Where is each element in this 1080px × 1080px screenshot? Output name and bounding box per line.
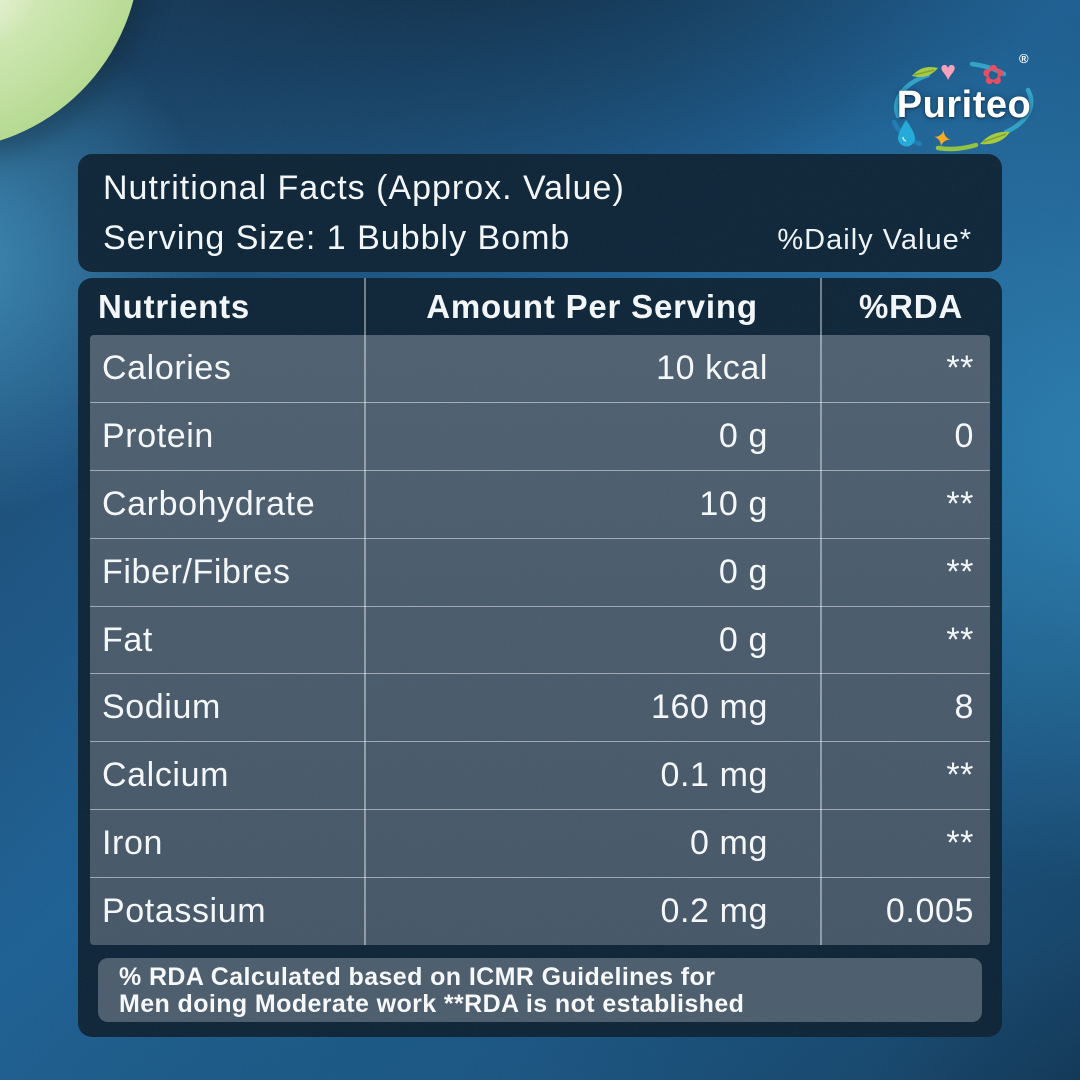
daily-value-label: %Daily Value* xyxy=(777,224,972,256)
column-divider xyxy=(820,278,822,945)
rda-cell: 8 xyxy=(954,688,974,727)
footnote-panel: % RDA Calculated based on ICMR Guideline… xyxy=(98,958,982,1022)
registered-trademark: ® xyxy=(1019,51,1029,66)
footnote-line-2: Men doing Moderate work **RDA is not est… xyxy=(119,990,745,1018)
table-row-calcium: Calcium 0.1 mg ** xyxy=(90,741,990,809)
heart-icon: ♥ xyxy=(940,56,957,86)
amount-cell: 0 mg xyxy=(690,824,768,863)
sparkle-icon: ✦ xyxy=(929,124,955,155)
table-row-calories: Calories 10 kcal ** xyxy=(90,335,990,402)
header-panel: Nutritional Facts (Approx. Value) Servin… xyxy=(78,154,1002,272)
nutrient-name-cell: Potassium xyxy=(102,892,267,931)
serving-size-label: Serving Size: 1 Bubbly Bomb xyxy=(103,219,571,257)
rda-cell: ** xyxy=(946,348,974,387)
amount-cell: 160 mg xyxy=(650,688,768,727)
amount-cell: 0 g xyxy=(718,552,768,591)
table-row-protein: Protein 0 g 0 xyxy=(90,401,990,470)
nutrient-name-cell: Carbohydrate xyxy=(102,484,316,523)
column-header-rda: %RDA xyxy=(858,287,964,325)
table-row-fiber: Fiber/Fibres 0 g ** xyxy=(90,537,990,606)
table-row-carbohydrate: Carbohydrate 10 g ** xyxy=(90,469,990,538)
nutrient-name-cell: Calcium xyxy=(102,756,230,795)
nutrition-table: Nutrients Amount Per Serving %RDA Calori… xyxy=(78,278,1002,1037)
column-divider xyxy=(364,278,366,945)
table-header-row: Nutrients Amount Per Serving %RDA xyxy=(78,278,1002,335)
footnote-line-1: % RDA Calculated based on ICMR Guideline… xyxy=(119,963,716,991)
amount-cell: 0 g xyxy=(718,416,768,455)
brand-wordmark: Puriteo xyxy=(896,84,1032,126)
nutrient-name-cell: Sodium xyxy=(102,688,221,727)
amount-cell: 10 g xyxy=(699,484,768,523)
amount-cell: 0.1 mg xyxy=(660,756,768,795)
amount-cell: 10 kcal xyxy=(656,348,768,387)
konjac-sponge-image xyxy=(0,0,140,150)
table-row-sodium: Sodium 160 mg 8 xyxy=(90,673,990,741)
rda-cell: ** xyxy=(946,756,974,795)
table-row-potassium: Potassium 0.2 mg 0.005 xyxy=(90,877,990,945)
amount-cell: 0 g xyxy=(718,620,768,659)
column-header-nutrients: Nutrients xyxy=(98,287,251,325)
nutrient-name-cell: Fiber/Fibres xyxy=(102,552,291,591)
column-header-amount: Amount Per Serving xyxy=(426,287,758,325)
nutrient-name-cell: Calories xyxy=(102,348,232,387)
rda-cell: ** xyxy=(946,484,974,523)
nutrient-name-cell: Protein xyxy=(102,416,214,455)
nutrition-facts-title: Nutritional Facts (Approx. Value) xyxy=(103,169,625,207)
rda-cell: ** xyxy=(946,824,974,863)
rda-cell: 0.005 xyxy=(885,892,974,931)
brand-logo: ♥ ✿ ✦ ® Puriteo xyxy=(876,52,1052,158)
amount-cell: 0.2 mg xyxy=(660,892,768,931)
nutrient-name-cell: Iron xyxy=(102,824,163,863)
table-row-fat: Fat 0 g ** xyxy=(90,605,990,674)
rda-cell: ** xyxy=(946,552,974,591)
nutrient-name-cell: Fat xyxy=(102,620,153,659)
table-body: Calories 10 kcal ** Protein 0 g 0 Carboh… xyxy=(90,335,990,945)
rda-cell: 0 xyxy=(954,416,974,455)
table-row-iron: Iron 0 mg ** xyxy=(90,809,990,877)
rda-cell: ** xyxy=(946,620,974,659)
